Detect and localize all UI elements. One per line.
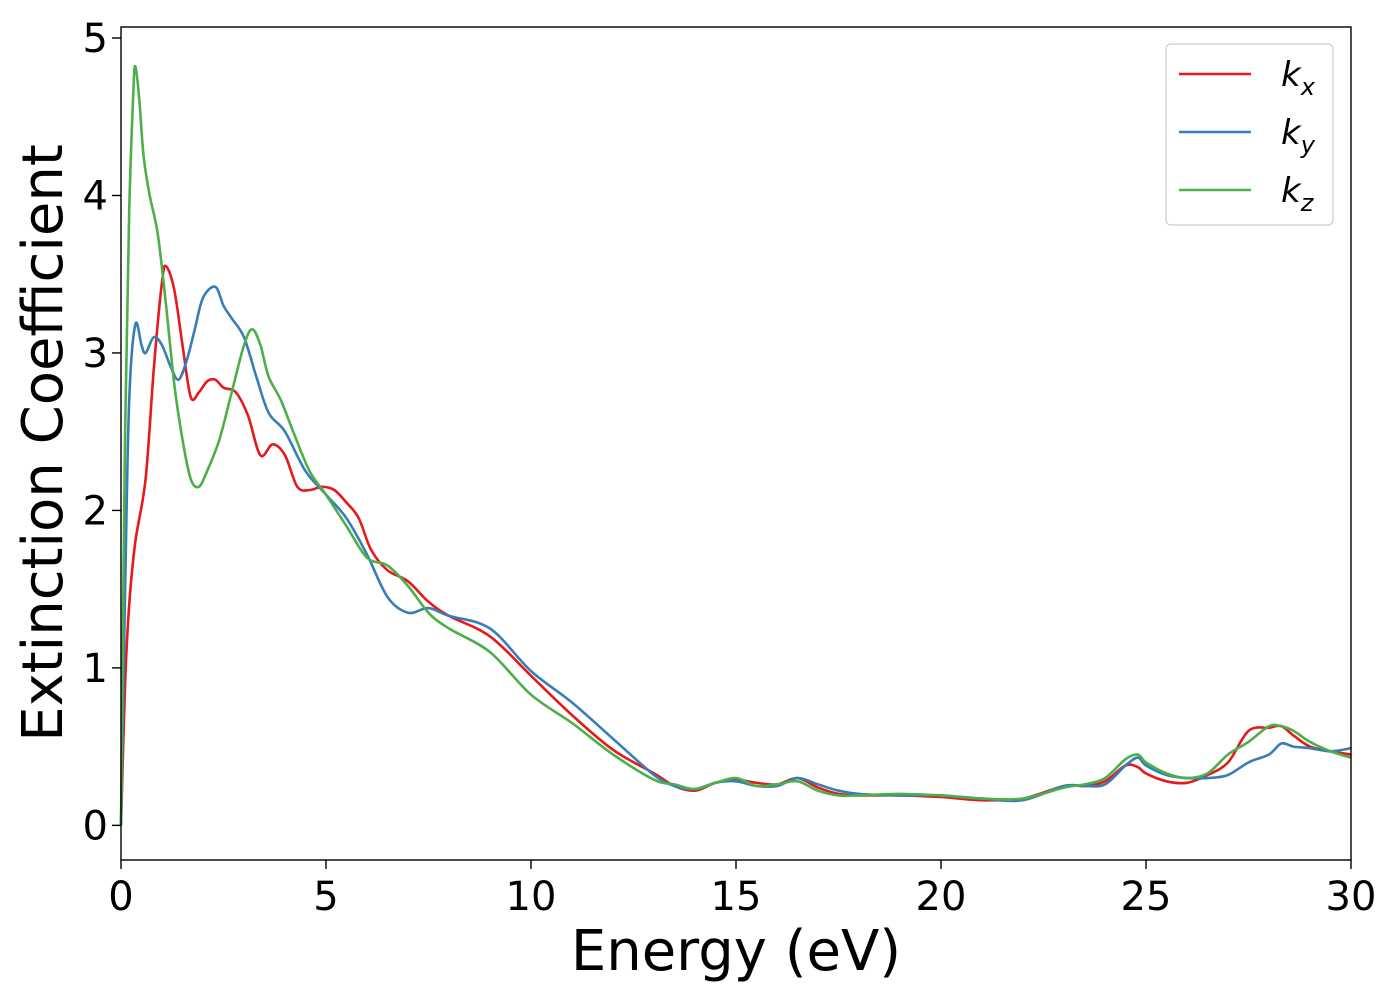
series-line-y <box>119 285 1352 826</box>
legend: kx ky kz <box>1165 43 1334 226</box>
series-layer <box>119 64 1352 826</box>
legend-label-y: ky <box>1281 113 1316 159</box>
series-line-z <box>119 64 1352 826</box>
x-tick-label: 0 <box>108 874 133 920</box>
y-axis: 0 1 2 3 4 5 <box>83 16 121 849</box>
y-tick-label: 0 <box>83 803 108 849</box>
x-tick-label: 30 <box>1326 874 1377 920</box>
legend-label-z: kz <box>1281 171 1315 217</box>
y-tick-label: 1 <box>83 646 108 692</box>
y-axis-title: Extinction Coefficient <box>11 144 76 742</box>
series-line-x <box>119 264 1352 826</box>
x-tick-label: 25 <box>1121 874 1172 920</box>
y-tick-label: 4 <box>83 173 108 219</box>
x-axis: 0 5 10 15 20 25 30 <box>108 860 1376 920</box>
x-axis-title: Energy (eV) <box>571 919 901 984</box>
x-tick-label: 15 <box>711 874 762 920</box>
x-tick-label: 20 <box>916 874 967 920</box>
x-tick-label: 10 <box>506 874 557 920</box>
y-tick-label: 5 <box>83 16 108 62</box>
x-tick-label: 5 <box>313 874 338 920</box>
legend-label-x: kx <box>1281 55 1316 101</box>
legend-box <box>1165 43 1334 226</box>
plot-background <box>121 27 1351 860</box>
y-tick-label: 3 <box>83 331 108 377</box>
y-tick-label: 2 <box>83 488 108 534</box>
